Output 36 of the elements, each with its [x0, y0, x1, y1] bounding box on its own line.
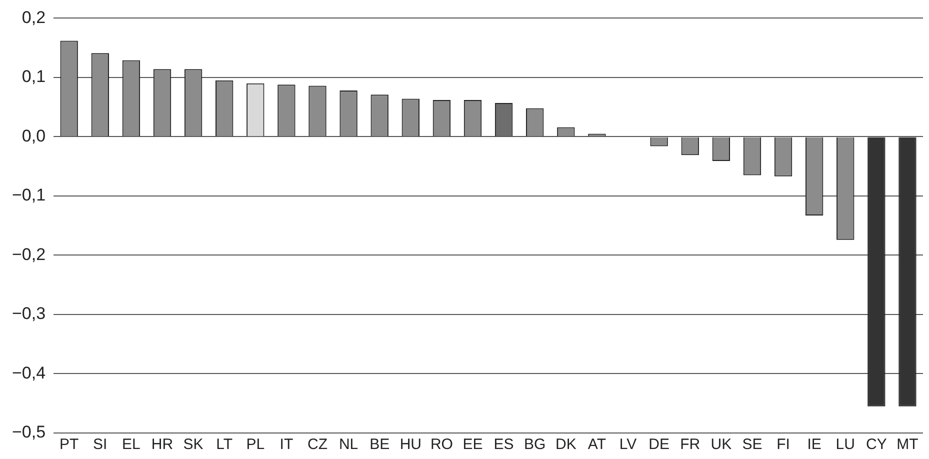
x-tick-label: EL	[122, 436, 140, 454]
x-tick-label: PL	[246, 436, 265, 454]
x-tick-label: SK	[183, 436, 204, 454]
x-tick-label: FI	[776, 436, 790, 454]
x-tick-label: DE	[648, 436, 670, 454]
x-tick-label: EE	[462, 436, 483, 454]
x-tick-label: RO	[430, 436, 453, 454]
x-tick-label: IE	[807, 436, 822, 454]
x-tick-label: LU	[836, 436, 855, 454]
x-tick-label: AT	[588, 436, 606, 454]
y-tick-label: 0,2	[22, 8, 46, 27]
x-tick-label: SE	[742, 436, 762, 454]
x-tick-label: BE	[370, 436, 390, 454]
x-tick-label: LT	[216, 436, 233, 454]
x-tick-label: FR	[680, 436, 700, 454]
x-tick-label: HR	[151, 436, 174, 454]
y-tick-label: 0,0	[22, 126, 46, 146]
x-tick-label: BG	[524, 436, 546, 454]
y-tick-label: −0,5	[12, 422, 46, 442]
x-tick-label: HU	[400, 436, 422, 454]
x-tick-label: NL	[338, 436, 358, 454]
x-tick-label: SI	[93, 436, 108, 454]
y-tick-label: −0,1	[12, 186, 46, 205]
y-tick-label: 0,1	[22, 67, 46, 86]
x-tick-label: UK	[710, 436, 732, 454]
x-tick-label: LV	[619, 436, 637, 454]
x-tick-label: CY	[866, 436, 887, 454]
y-tick-label: −0,3	[12, 304, 46, 324]
x-tick-label: IT	[280, 436, 294, 454]
x-tick-label: CZ	[307, 436, 328, 454]
x-tick-label: DK	[555, 436, 576, 454]
x-tick-label: MT	[896, 436, 918, 454]
y-tick-label: −0,4	[12, 363, 46, 382]
x-tick-label: PT	[60, 436, 79, 454]
y-tick-label: −0,2	[12, 244, 46, 264]
x-tick-label: ES	[494, 436, 514, 454]
